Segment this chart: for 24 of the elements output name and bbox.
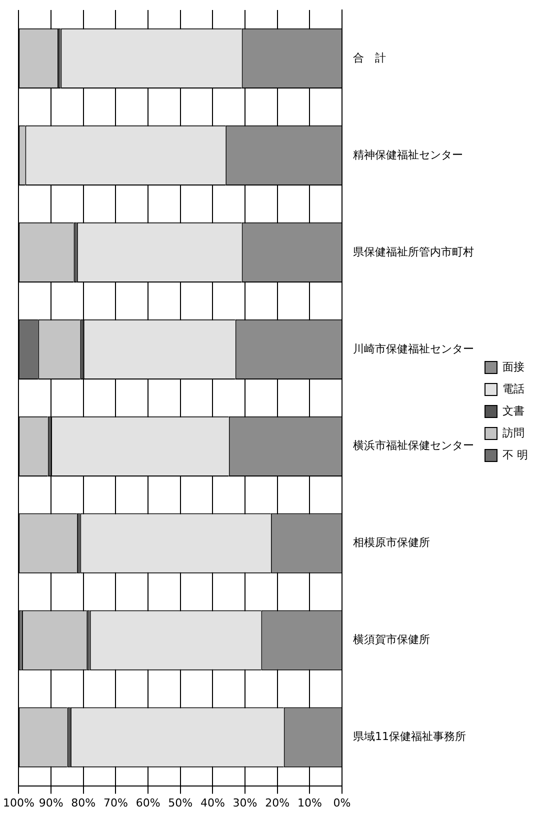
x-tick-label: 40%	[200, 796, 225, 810]
x-tick-label: 60%	[136, 796, 160, 810]
y-tick-label: 横須賀市保健所	[353, 633, 430, 646]
y-tick-label: 相模原市保健所	[353, 536, 430, 550]
legend-label: 不 明	[502, 448, 528, 462]
legend-label: 訪問	[502, 426, 525, 440]
y-tick-label: 合 計	[353, 51, 386, 64]
x-tick-label: 0%	[333, 796, 351, 810]
x-tick-label: 30%	[232, 796, 258, 810]
legend-label: 面接	[502, 360, 525, 374]
y-tick-label: 精神保健福祉センター	[353, 148, 464, 162]
y-tick-label: 県域11保健福祉事務所	[353, 730, 466, 744]
y-tick-label: 川崎市保健福祉センター	[353, 342, 474, 356]
x-tick-label: 80%	[71, 796, 96, 810]
x-tick-label: 20%	[265, 796, 290, 810]
x-tick-label: 70%	[103, 796, 128, 810]
x-tick-label: 100%	[2, 796, 34, 810]
x-tick-label: 10%	[297, 796, 322, 810]
legend-label: 電話	[502, 382, 525, 396]
x-tick-label: 90%	[38, 796, 64, 810]
legend-label: 文書	[502, 404, 525, 418]
y-tick-label: 県保健福祉所管内市町村	[353, 245, 474, 258]
y-tick-label: 横浜市福祉保健センター	[353, 439, 474, 452]
x-tick-label: 50%	[168, 796, 193, 810]
